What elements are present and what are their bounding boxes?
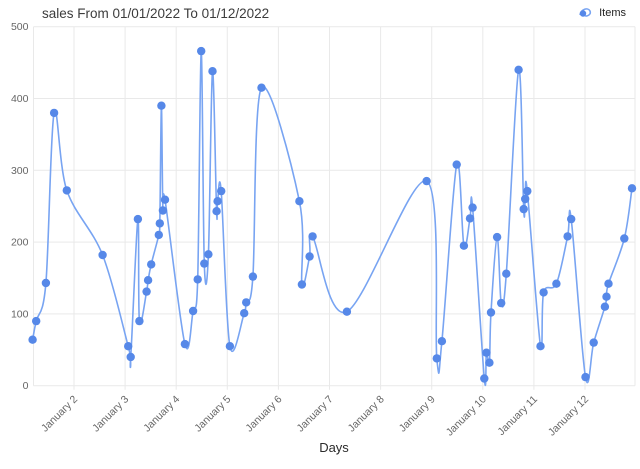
data-point-marker[interactable] (208, 67, 217, 76)
x-tick-label: January 7 (295, 393, 336, 434)
data-point-marker[interactable] (600, 302, 610, 311)
data-point-marker[interactable] (452, 160, 461, 169)
data-point-marker[interactable] (492, 232, 502, 242)
data-point-marker[interactable] (193, 275, 202, 284)
data-point-marker[interactable] (563, 232, 572, 241)
data-point-marker[interactable] (154, 230, 163, 240)
data-point-marker[interactable] (133, 214, 143, 224)
y-tick-label: 0 (23, 380, 29, 392)
data-point-marker[interactable] (32, 316, 41, 326)
data-point-marker[interactable] (240, 309, 249, 318)
data-point-marker[interactable] (523, 186, 532, 196)
x-tick-label: January 8 (346, 393, 387, 434)
y-tick-label: 100 (11, 308, 29, 320)
data-point-marker[interactable] (160, 195, 170, 204)
data-point-marker[interactable] (459, 241, 469, 250)
data-point-marker[interactable] (519, 204, 528, 214)
data-point-marker[interactable] (437, 337, 447, 346)
data-point-marker[interactable] (567, 214, 576, 224)
data-point-marker[interactable] (552, 279, 561, 288)
legend-item-label: Items (599, 6, 626, 19)
data-point-marker[interactable] (627, 184, 637, 193)
x-tick-label: January 12 (546, 393, 591, 438)
data-point-marker[interactable] (502, 269, 511, 278)
data-point-marker[interactable] (98, 250, 107, 260)
data-point-marker[interactable] (197, 46, 206, 56)
data-point-marker[interactable] (602, 292, 611, 301)
y-tick-label: 500 (11, 21, 29, 33)
x-tick-label: January 9 (397, 393, 438, 434)
data-point-marker[interactable] (212, 207, 221, 216)
data-point-marker[interactable] (482, 348, 491, 357)
x-tick-label: January 10 (444, 393, 489, 438)
legend: Items (577, 5, 626, 20)
data-point-marker[interactable] (49, 108, 59, 118)
x-tick-label: January 5 (192, 393, 233, 434)
data-point-marker[interactable] (497, 298, 506, 308)
data-point-marker[interactable] (604, 279, 613, 288)
line-series-icon (579, 8, 592, 17)
x-tick-label: January 6 (243, 393, 284, 434)
data-point-marker[interactable] (242, 298, 251, 307)
data-point-marker[interactable] (142, 287, 151, 296)
data-point-marker[interactable] (620, 234, 629, 243)
series-line (31, 50, 633, 387)
data-point-marker[interactable] (200, 259, 209, 268)
x-axis-title: Days (319, 440, 349, 455)
data-point-marker[interactable] (213, 197, 222, 206)
data-point-marker[interactable] (217, 186, 226, 196)
data-point-marker[interactable] (41, 278, 51, 288)
data-point-marker[interactable] (62, 186, 71, 195)
data-point-marker[interactable] (135, 316, 144, 326)
x-tick-label: January 11 (495, 393, 540, 438)
data-point-marker[interactable] (305, 252, 314, 261)
data-point-marker[interactable] (147, 260, 156, 269)
data-point-marker[interactable] (143, 276, 153, 285)
data-point-marker[interactable] (188, 306, 198, 316)
data-point-marker[interactable] (158, 206, 168, 215)
data-point-marker[interactable] (536, 342, 545, 351)
data-point-marker[interactable] (342, 307, 352, 316)
data-point-marker[interactable] (581, 372, 590, 382)
data-point-marker[interactable] (465, 214, 475, 223)
data-point-marker[interactable] (539, 288, 548, 297)
data-point-marker[interactable] (485, 358, 494, 367)
x-tick-label: January 2 (39, 393, 80, 434)
data-point-marker[interactable] (225, 342, 235, 351)
data-point-marker[interactable] (124, 342, 133, 351)
x-tick-label: January 4 (141, 393, 182, 434)
data-point-marker[interactable] (308, 232, 317, 241)
data-point-marker[interactable] (155, 219, 164, 228)
y-tick-label: 300 (11, 165, 29, 177)
data-point-marker[interactable] (468, 203, 477, 212)
data-point-marker[interactable] (204, 250, 213, 259)
data-point-marker[interactable] (422, 176, 431, 186)
data-point-marker[interactable] (295, 197, 304, 206)
data-point-marker[interactable] (157, 101, 166, 110)
legend-item-items[interactable]: Items (577, 5, 626, 20)
chart-title: sales From 01/01/2022 To 01/12/2022 (42, 6, 270, 21)
data-point-marker[interactable] (480, 374, 489, 383)
data-point-marker[interactable] (126, 352, 135, 362)
x-tick-label: January 3 (90, 393, 131, 434)
y-tick-label: 400 (11, 93, 29, 105)
data-point-marker[interactable] (521, 194, 530, 204)
data-point-marker[interactable] (589, 338, 598, 347)
data-point-marker[interactable] (248, 272, 258, 281)
data-point-marker[interactable] (28, 335, 37, 344)
data-point-marker[interactable] (514, 65, 523, 75)
data-point-marker[interactable] (297, 280, 307, 289)
data-point-marker[interactable] (486, 308, 496, 317)
data-point-marker[interactable] (180, 339, 190, 349)
data-point-marker[interactable] (432, 354, 441, 363)
y-tick-label: 200 (11, 237, 29, 249)
data-point-marker[interactable] (257, 83, 266, 92)
